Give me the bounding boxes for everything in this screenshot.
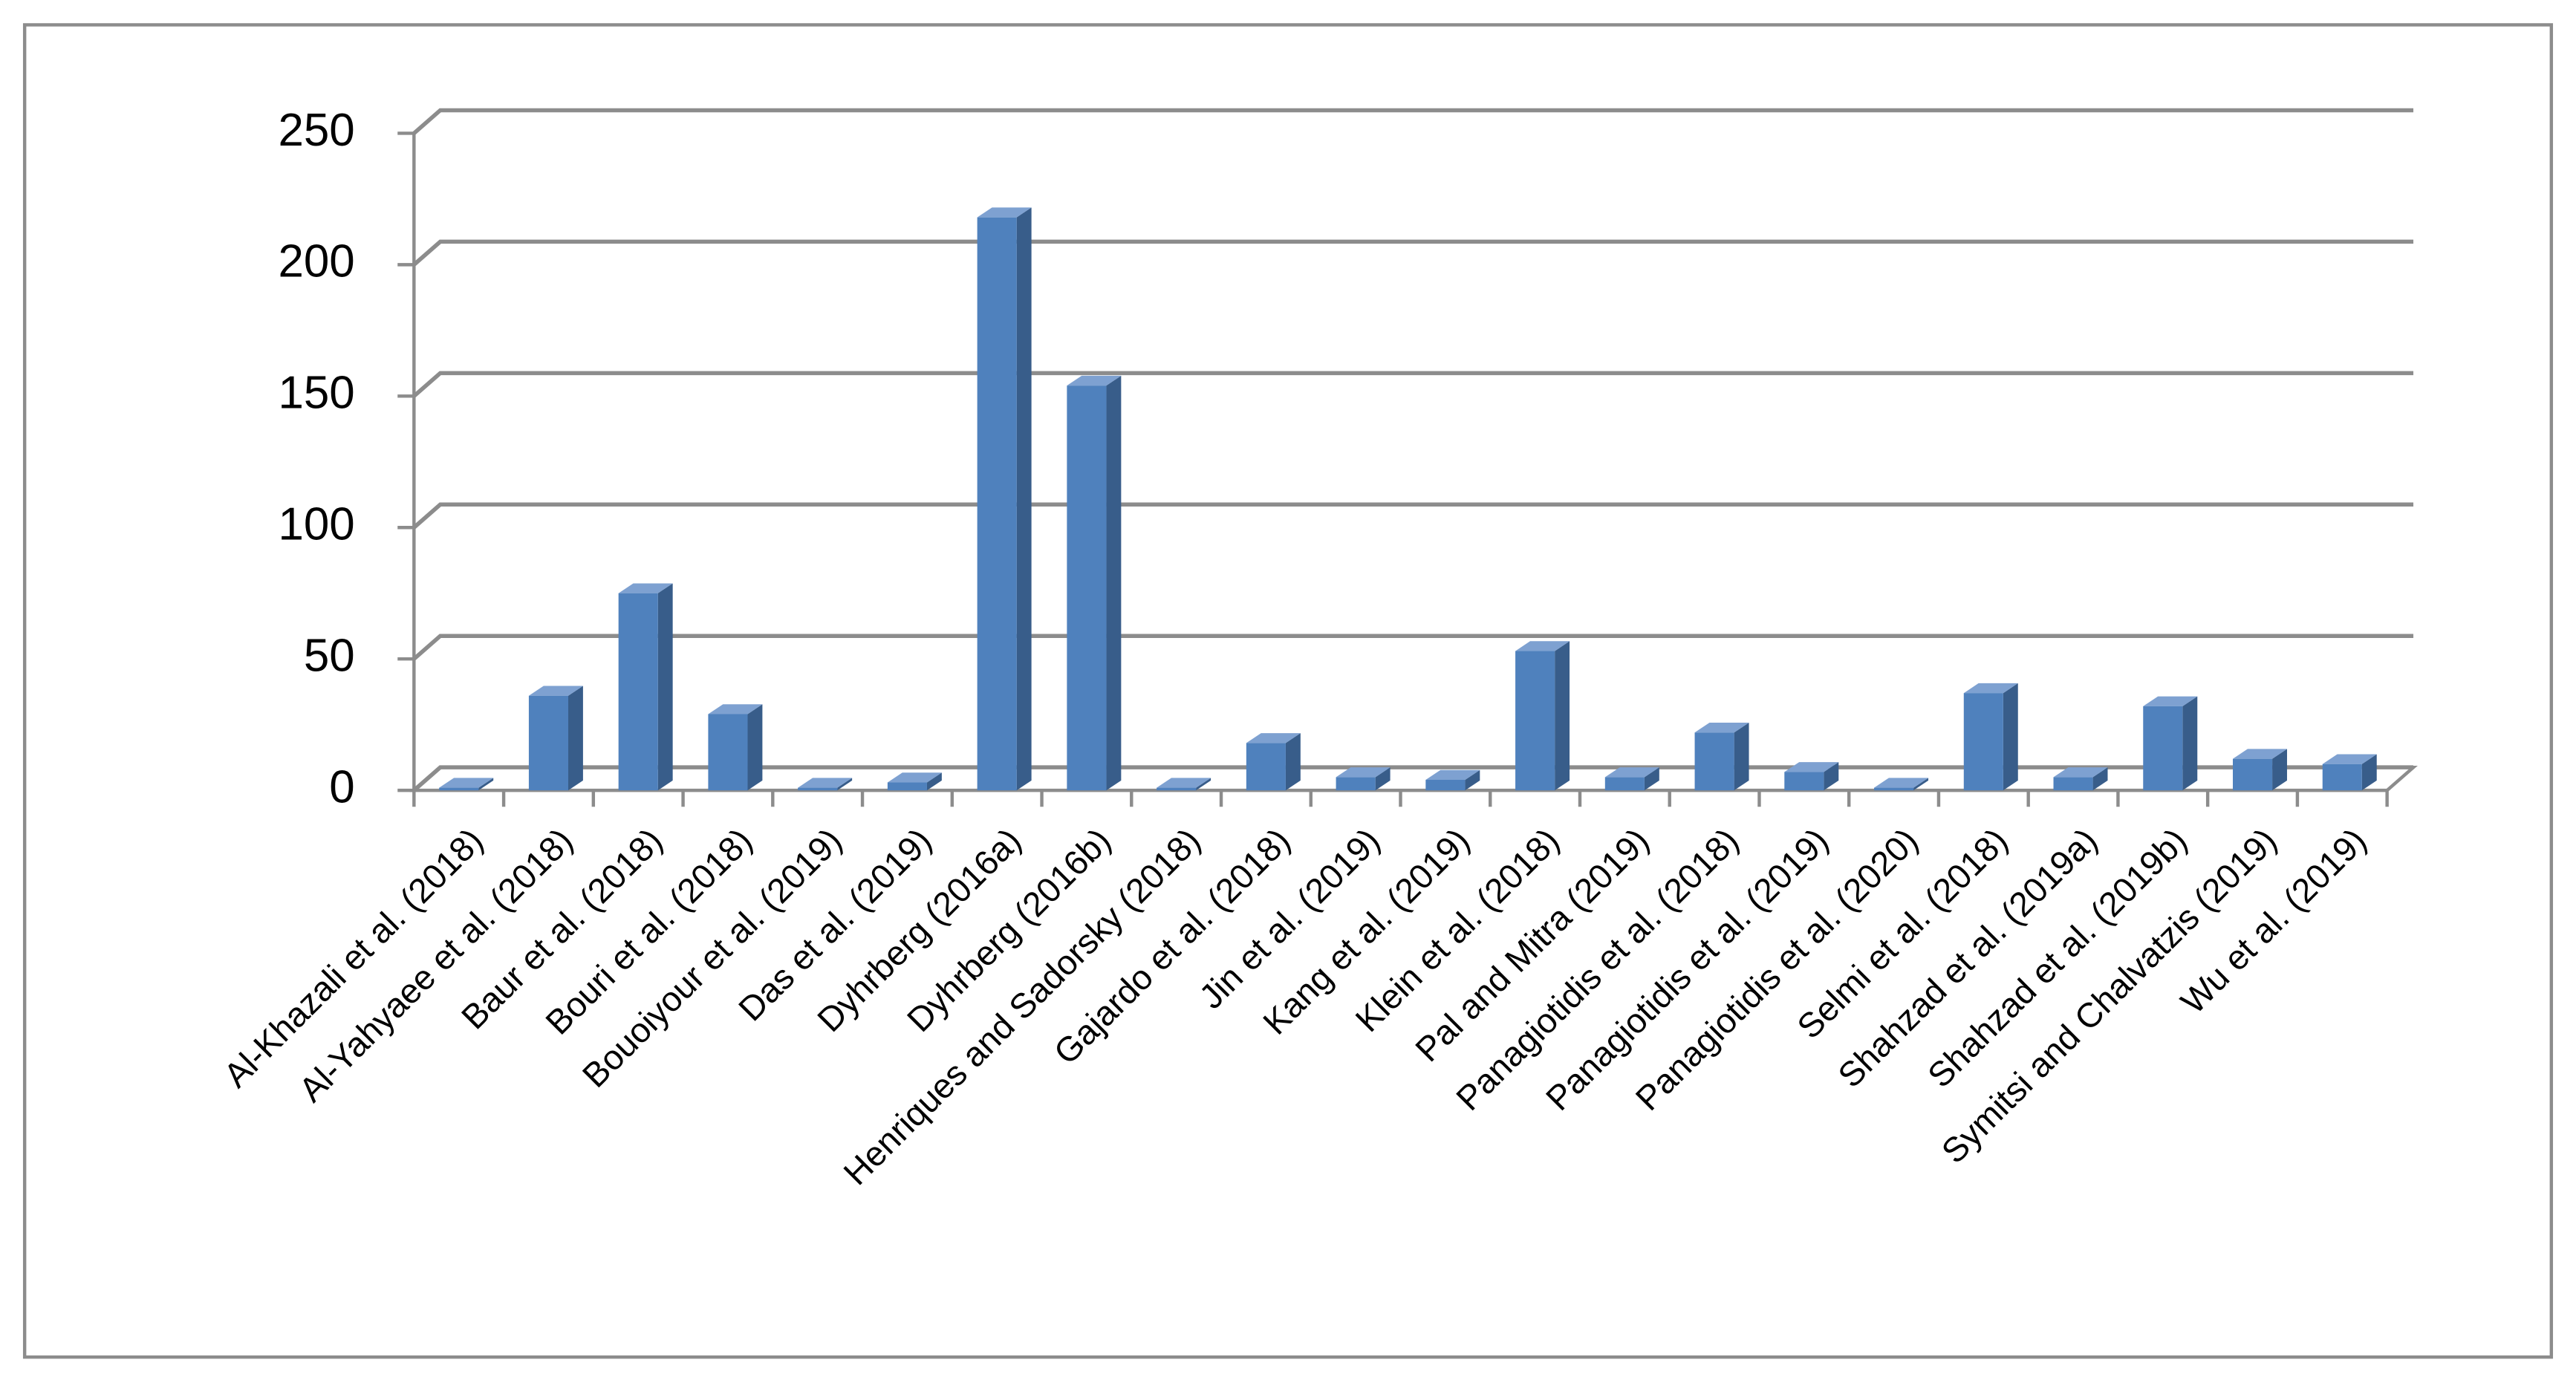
bar (1425, 779, 1466, 791)
y-tick-label: 0 (329, 761, 354, 813)
y-tick-label: 200 (278, 236, 354, 287)
bar-top (2232, 749, 2287, 759)
grid-line (412, 634, 2414, 661)
bar (439, 787, 479, 791)
bar-top (1963, 683, 2018, 694)
bar-top (1784, 762, 1839, 772)
bar-side (2092, 767, 2108, 791)
bar-side (2182, 696, 2198, 791)
y-tick-label: 50 (304, 631, 355, 682)
bar (1246, 743, 1286, 791)
bar-top (2322, 754, 2377, 764)
bar-side (1106, 375, 1122, 791)
bar (2322, 764, 2362, 791)
bar (2143, 706, 2183, 791)
bar-side (1734, 723, 1749, 791)
bar-top (2143, 696, 2198, 706)
bar-side (1644, 767, 1659, 791)
bar-side (2361, 754, 2377, 791)
bar (2232, 758, 2273, 791)
y-tick-label: 150 (278, 368, 354, 419)
bar-side (1824, 762, 1839, 791)
bar (1963, 693, 2003, 791)
bar-side (2003, 683, 2018, 791)
bar (887, 782, 927, 791)
bar-top (439, 778, 494, 788)
grid-line (412, 765, 2414, 792)
bar (1784, 772, 1824, 791)
bar-side (1555, 641, 1570, 791)
bar-top (618, 583, 673, 593)
bar-side (1196, 778, 1211, 791)
bar-top (1336, 767, 1391, 778)
bar-top (2053, 767, 2108, 778)
bar-top (1157, 778, 1211, 788)
bar-side (926, 772, 942, 791)
bar (618, 593, 658, 791)
bar (1694, 732, 1734, 791)
y-tick-label: 100 (278, 499, 354, 550)
bar-top (887, 772, 942, 783)
bar-top (977, 207, 1032, 218)
bar-side (2272, 749, 2287, 791)
bar-side (747, 704, 763, 791)
bar-side (1913, 778, 1929, 791)
bar-top (1874, 778, 1929, 788)
bar (1874, 787, 1914, 791)
grid-line (412, 371, 2414, 398)
bar-top (1425, 769, 1480, 780)
bar-top (1694, 723, 1749, 733)
bar (1515, 651, 1555, 791)
bar-top (1604, 767, 1659, 778)
bar-side (568, 686, 583, 791)
bar (2053, 777, 2093, 791)
bar-top (1067, 375, 1122, 386)
bar (1157, 787, 1197, 791)
grid-line (412, 108, 2414, 135)
bar-side (1285, 733, 1301, 791)
bar (1604, 777, 1645, 791)
grid-line (412, 502, 2414, 530)
bar-side (1375, 767, 1391, 791)
bar-side (478, 778, 494, 791)
bar-side (1016, 207, 1032, 791)
y-tick-label: 250 (278, 105, 354, 156)
bar-side (837, 778, 853, 791)
bar (708, 714, 748, 791)
bar-top (798, 778, 853, 788)
bar (528, 695, 569, 791)
bar-top (1515, 641, 1570, 651)
bar-top (708, 704, 763, 714)
chart-border (22, 23, 2554, 1359)
bar-top (1246, 733, 1301, 743)
bar (977, 217, 1017, 791)
bar-side (1465, 769, 1480, 791)
bar (1067, 385, 1107, 791)
bar (1336, 777, 1376, 791)
bar-side (657, 583, 673, 791)
bar-top (528, 686, 583, 696)
grid-line (412, 239, 2414, 267)
bar (798, 787, 838, 791)
